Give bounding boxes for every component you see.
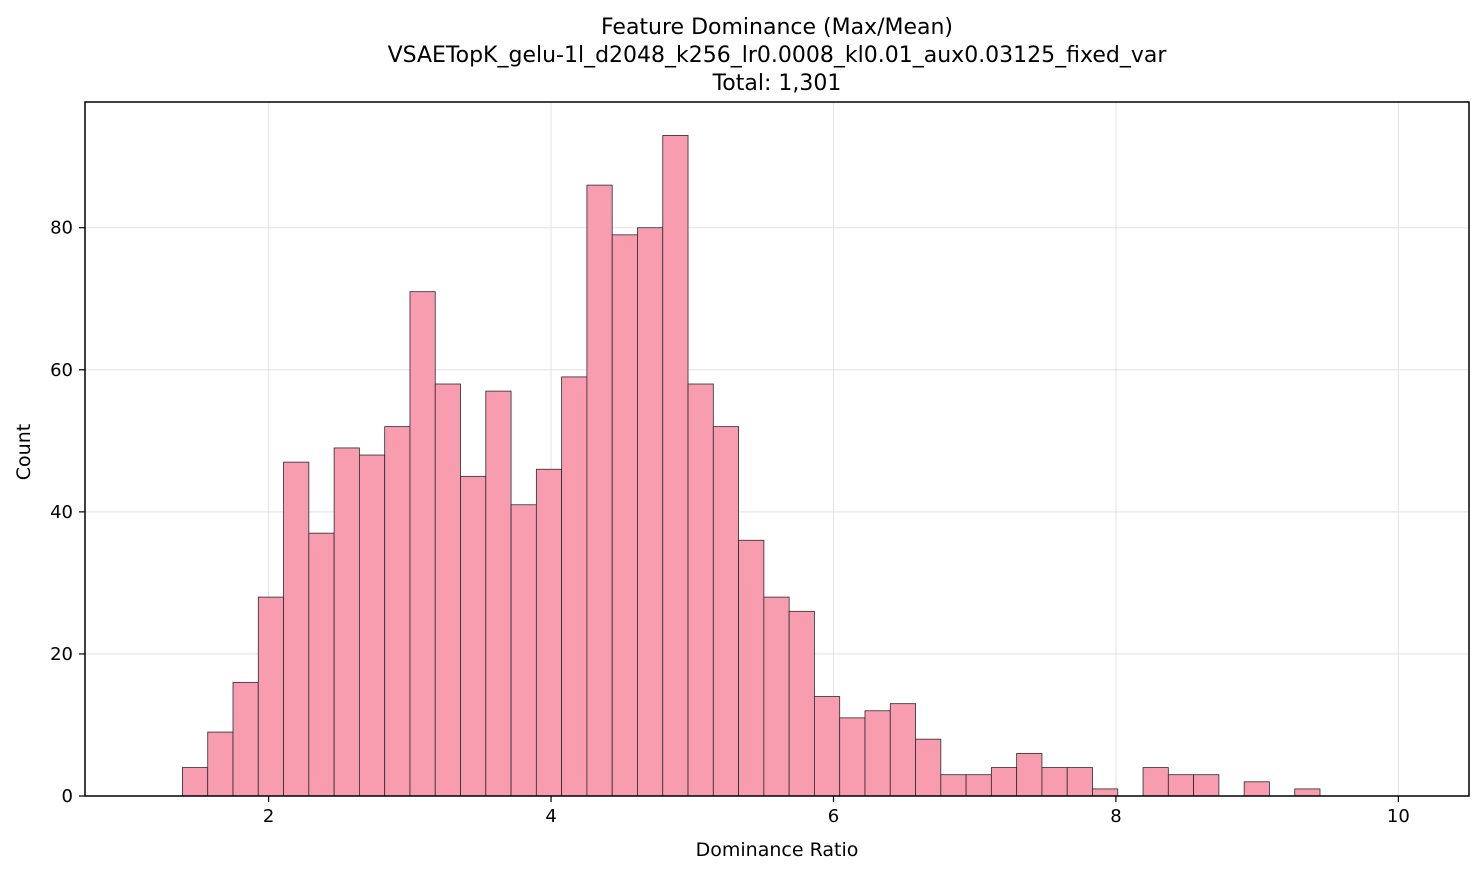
histogram-bar	[257, 596, 284, 797]
histogram-bar	[1193, 774, 1220, 797]
histogram-bar	[839, 717, 866, 797]
y-tick-label: 0	[62, 786, 73, 807]
y-tick-label: 40	[50, 502, 73, 523]
histogram-bar	[1142, 767, 1169, 797]
histogram-bar	[611, 234, 638, 797]
histogram-bar	[1243, 781, 1270, 797]
histogram-bar	[687, 383, 714, 797]
x-tick-label: 10	[1387, 806, 1410, 827]
histogram-bar	[485, 390, 512, 797]
histogram-bar	[1066, 767, 1093, 797]
histogram-bar	[814, 696, 841, 797]
histogram-bar	[358, 454, 386, 797]
chart-subtitle: VSAETopK_gelu-1l_d2048_k256_lr0.0008_kl0…	[388, 43, 1168, 68]
y-tick-label: 60	[50, 360, 73, 381]
chart-total: Total: 1,301	[712, 71, 842, 96]
histogram-bar	[308, 532, 335, 797]
histogram-bar	[712, 426, 739, 797]
histogram-bar	[333, 447, 360, 797]
histogram-bar	[434, 383, 461, 797]
histogram-bar	[535, 468, 563, 797]
chart-title: Feature Dominance (Max/Mean)	[601, 15, 953, 40]
histogram-bar	[1041, 767, 1068, 797]
x-tick-label: 8	[1110, 806, 1121, 827]
histogram-bar	[788, 610, 815, 797]
histogram-bar	[915, 738, 942, 797]
x-axis-label: Dominance Ratio	[696, 839, 859, 861]
histogram-bar	[232, 681, 259, 797]
histogram-bar	[182, 767, 209, 797]
histogram-bar	[586, 184, 613, 797]
histogram-bar	[864, 710, 891, 797]
histogram-bar	[763, 596, 790, 797]
histogram-bar	[283, 461, 310, 797]
histogram-bar	[940, 774, 967, 797]
histogram-bar	[889, 703, 916, 797]
histogram-bar	[460, 475, 487, 797]
histogram-bar	[965, 774, 992, 797]
y-axis-label: Count	[13, 424, 35, 480]
histogram-bar	[1092, 788, 1119, 797]
y-tick-label: 20	[50, 644, 73, 665]
histogram-bar	[738, 539, 765, 797]
y-axis: 0 20 40 60 80	[50, 218, 85, 807]
histogram-bar	[637, 227, 664, 797]
histogram-bars	[182, 134, 1321, 797]
histogram-bar	[1016, 752, 1043, 797]
histogram-bar	[207, 731, 234, 797]
histogram-bar	[1167, 774, 1195, 797]
x-tick-label: 4	[545, 806, 556, 827]
histogram-bar	[990, 767, 1018, 797]
y-tick-label: 80	[50, 218, 73, 239]
x-tick-label: 2	[263, 806, 274, 827]
histogram-bar	[510, 504, 537, 797]
histogram-bar	[662, 134, 689, 797]
histogram-bar	[384, 426, 411, 797]
x-axis: 2 4 6 8 10	[263, 796, 1410, 827]
x-tick-label: 6	[828, 806, 839, 827]
histogram-bar	[409, 291, 436, 797]
plot-frame	[84, 101, 1470, 797]
histogram-bar	[1294, 788, 1321, 797]
histogram-bar	[561, 376, 588, 797]
